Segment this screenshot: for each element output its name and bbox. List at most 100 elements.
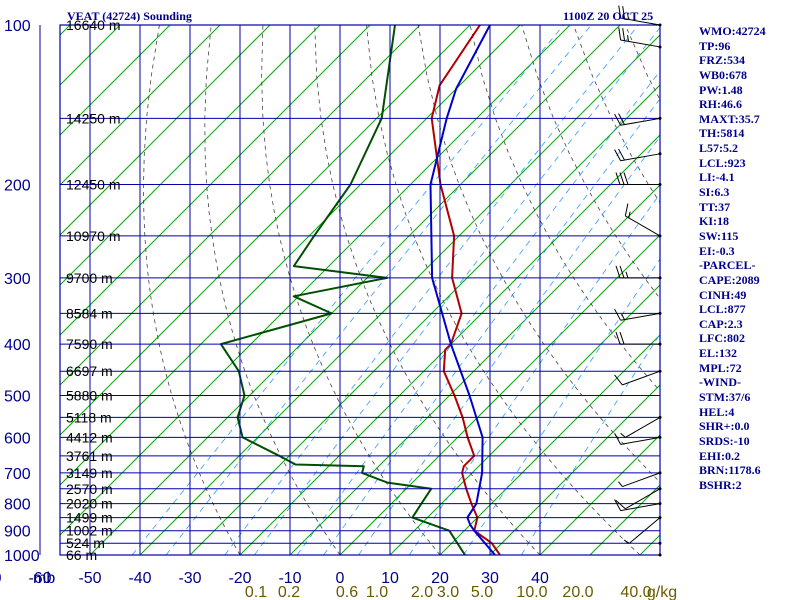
index-item: LFC:802 xyxy=(699,331,745,346)
wind-barb-flag xyxy=(618,5,622,19)
plot-frame xyxy=(59,24,661,556)
pressure-label: 500 xyxy=(4,388,31,405)
index-item: SRDS:-10 xyxy=(699,433,750,448)
index-item: EI:-0.3 xyxy=(699,243,735,258)
mixing-ratio-label: 40.0 xyxy=(620,584,651,600)
wind-barbs xyxy=(614,5,662,557)
mixing-ratio-line xyxy=(358,136,660,555)
height-label: 1002 m xyxy=(66,523,113,539)
wind-barb-shaft xyxy=(625,416,661,438)
dry-adiabat xyxy=(314,25,541,555)
dry-adiabat xyxy=(781,25,800,555)
parcel-profile xyxy=(429,25,496,555)
wind-barb-shaft xyxy=(620,153,661,162)
index-item: CAP:2.3 xyxy=(699,316,743,331)
wind-barb-flag xyxy=(615,331,621,345)
index-item: CAPE:2089 xyxy=(699,272,760,287)
mixing-ratio-label: 20.0 xyxy=(562,584,593,600)
wind-barb-flag xyxy=(624,203,629,217)
temperature-tick-label: -30 xyxy=(178,570,201,587)
height-label: 6697 m xyxy=(66,363,113,379)
height-label: 524 m xyxy=(66,535,105,551)
height-label: 16640 m xyxy=(66,17,120,33)
pressure-label: 400 xyxy=(4,337,31,354)
mixing-ratio-line xyxy=(224,25,639,555)
index-item: TH:5814 xyxy=(699,126,745,141)
chart-title: VEAT (42724) Sounding xyxy=(67,9,192,23)
pressure-label: 100 xyxy=(4,18,31,35)
dry-adiabat xyxy=(143,25,241,555)
index-item: SHR+:0.0 xyxy=(699,419,750,434)
wind-barb-shaft xyxy=(620,503,661,512)
plot-area xyxy=(60,25,800,555)
skewed-isotherm xyxy=(60,25,221,186)
index-item: BRN:1178.6 xyxy=(699,463,761,478)
height-label: 3149 m xyxy=(66,465,113,481)
index-item: EHI:0.2 xyxy=(699,448,741,463)
wind-barb-half-flag xyxy=(625,271,629,279)
wind-barb-flag xyxy=(618,148,625,161)
mixing-ratio-line xyxy=(296,70,660,555)
dry-adiabat xyxy=(417,25,660,483)
wind-barb-flag xyxy=(614,499,622,511)
index-item: -PARCEL- xyxy=(699,258,756,273)
skewed-isotherm xyxy=(439,334,660,555)
temperature-tick-label: -20 xyxy=(228,570,251,587)
temperature-tick-label: 30 xyxy=(481,570,499,587)
height-label: 3761 m xyxy=(66,448,113,464)
wind-barb-shaft xyxy=(620,117,661,126)
index-item: BSHR:2 xyxy=(699,477,742,492)
observation-time: 1100Z 20 OCT 25 xyxy=(563,9,654,23)
index-item: KI:18 xyxy=(699,214,729,229)
wind-barb-flag xyxy=(619,172,625,185)
index-item: SW:115 xyxy=(699,228,739,243)
pressure-label: 600 xyxy=(4,430,31,447)
index-item: LCL:877 xyxy=(699,302,746,317)
wind-barb-shaft xyxy=(620,312,661,321)
mixing-ratio-label: 1.0 xyxy=(366,584,388,600)
wind-barb-flag xyxy=(614,374,623,386)
height-label: 7590 m xyxy=(66,336,113,352)
wind-barb-flag xyxy=(622,28,626,41)
wind-barb-half-flag xyxy=(618,481,623,487)
mixing-ratio-label: 2.0 xyxy=(411,584,433,600)
wind-barb-flag xyxy=(615,500,626,510)
skewed-isotherm xyxy=(60,25,571,536)
mixing-ratio-label: g/kg xyxy=(647,584,677,600)
skewed-isotherm xyxy=(339,234,660,555)
temperature-tick-label: 40 xyxy=(531,570,549,587)
pressure-label: 900 xyxy=(4,524,31,541)
mixing-ratio-label: 10.0 xyxy=(516,584,547,600)
height-label: 12450 m xyxy=(66,177,120,193)
wind-barb-flag xyxy=(614,308,622,321)
mixing-ratio-line xyxy=(165,25,592,555)
index-item: WB0:678 xyxy=(699,67,747,82)
skewed-isotherm xyxy=(139,34,660,555)
index-item: FRZ:534 xyxy=(699,53,745,68)
wind-barb-half-flag xyxy=(620,432,626,438)
wind-barb-half-flag xyxy=(628,211,631,219)
temperature-tick-label: -70 xyxy=(0,570,2,587)
pressure-label: 1000 xyxy=(4,548,40,565)
mixing-ratio-line xyxy=(254,27,660,555)
index-item: LI:-4.1 xyxy=(699,170,735,185)
height-label: 8584 m xyxy=(66,305,113,321)
height-label: 4412 m xyxy=(66,429,113,445)
dry-adiabat xyxy=(261,25,441,555)
index-item: PW:1.48 xyxy=(699,82,743,97)
wind-barb-shaft xyxy=(625,488,661,510)
skewed-isotherm xyxy=(589,484,660,555)
index-item: TP:96 xyxy=(699,38,731,53)
skewed-isotherm xyxy=(239,134,660,555)
wind-barb-shaft xyxy=(620,436,661,445)
height-label: 66 m xyxy=(66,547,97,563)
wind-barb-base xyxy=(658,541,662,545)
pressure-label: 800 xyxy=(4,497,31,514)
index-item: EL:132 xyxy=(699,346,738,361)
wind-barb-flag xyxy=(614,149,622,161)
wind-barb-shaft xyxy=(629,517,661,544)
height-label: 10970 m xyxy=(66,228,120,244)
wind-barb-shaft xyxy=(620,39,661,48)
dry-adiabat xyxy=(366,25,641,555)
